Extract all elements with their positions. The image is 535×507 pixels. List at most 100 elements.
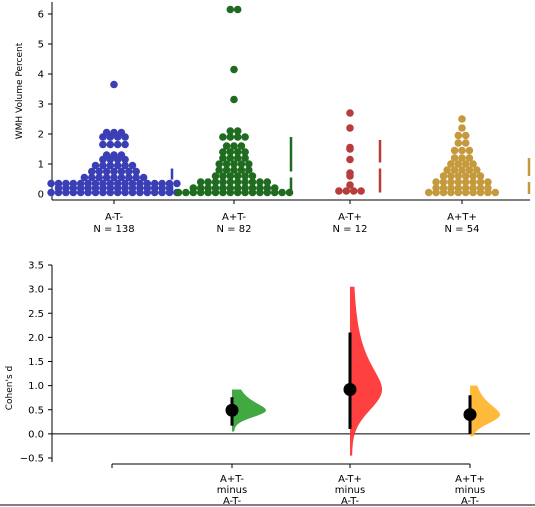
swarm-point xyxy=(346,181,354,189)
swarm-point xyxy=(245,166,253,174)
swarm-point xyxy=(219,184,227,192)
swarm-x-labels: A-T-N = 138 A+T-N = 82 A-T+N = 12 A+T+N = 5… xyxy=(93,200,479,235)
effect-size-y-tick-label: 0.0 xyxy=(28,429,44,440)
swarm-point xyxy=(99,179,107,188)
effect-size-comparison-label: minus xyxy=(455,485,485,496)
swarm-point xyxy=(128,161,137,170)
swarm-point xyxy=(226,178,235,186)
swarm-point xyxy=(88,173,96,182)
swarm-point xyxy=(196,184,205,192)
swarm-point xyxy=(443,166,452,174)
swarm-point xyxy=(132,167,140,176)
swarm-point xyxy=(263,178,272,186)
swarm-point xyxy=(95,167,103,176)
swarm-point xyxy=(230,166,238,174)
swarm-point xyxy=(102,173,111,182)
swarm-point xyxy=(117,173,126,182)
swarm-point xyxy=(461,131,470,140)
swarm-point xyxy=(447,172,455,180)
swarm-point xyxy=(158,179,166,188)
swarm-point xyxy=(439,172,448,180)
swarm-point xyxy=(245,160,253,168)
swarm-point xyxy=(241,133,249,141)
swarm-point xyxy=(458,166,466,174)
swarm-point xyxy=(454,172,463,180)
swarm-point xyxy=(349,187,358,195)
swarm-point xyxy=(76,179,85,188)
swarm-point xyxy=(222,160,231,168)
swarm-point xyxy=(106,161,115,170)
swarm-n-label: N = 54 xyxy=(445,224,480,235)
swarm-point xyxy=(99,140,107,149)
swarm-point xyxy=(233,172,242,180)
swarm-point xyxy=(143,179,152,188)
swarm-point xyxy=(476,178,485,186)
swarm-n-label: N = 82 xyxy=(217,224,252,235)
swarm-point xyxy=(132,173,140,182)
swarm-point xyxy=(342,187,351,195)
swarm-point xyxy=(248,184,257,192)
swarm-point xyxy=(110,80,118,89)
swarm-y-tick-label: 1 xyxy=(38,160,44,171)
swarm-y-tick-label: 3 xyxy=(38,100,44,111)
swarm-point xyxy=(461,160,470,168)
swarm-point xyxy=(215,160,223,168)
swarm-point xyxy=(432,178,440,186)
swarm-point xyxy=(174,188,183,197)
effect-size-comparison-label: minus xyxy=(217,485,247,496)
swarm-point xyxy=(278,188,286,197)
swarm-point xyxy=(450,154,459,162)
swarm-point xyxy=(62,179,70,188)
swarm-point xyxy=(230,160,238,168)
swarm-point xyxy=(233,178,242,186)
swarm-point xyxy=(447,160,455,168)
swarm-point xyxy=(113,179,122,188)
swarm-point xyxy=(454,131,463,140)
effect-size-y-tick-label: −0.5 xyxy=(20,454,44,465)
swarm-y-axis: 0 1 2 3 4 5 6 xyxy=(38,2,530,201)
swarm-y-tick-label: 6 xyxy=(38,10,44,21)
swarm-point xyxy=(439,184,448,192)
swarm-point xyxy=(461,172,470,180)
swarm-point xyxy=(450,166,459,174)
swarm-category-label: A-T- xyxy=(105,212,124,223)
swarm-point xyxy=(219,133,227,141)
swarm-category-label: A+T+ xyxy=(447,212,477,223)
swarm-point xyxy=(270,184,279,192)
effect-size-comparison-label: A-T- xyxy=(461,496,480,507)
swarm-point xyxy=(211,178,220,186)
swarm-point xyxy=(476,184,485,192)
swarm-point xyxy=(237,142,246,150)
swarm-point xyxy=(226,127,235,135)
effect-size-comparison-label: A-T- xyxy=(341,496,360,507)
swarm-point xyxy=(102,151,111,159)
swarm-point xyxy=(125,173,133,182)
swarm-point xyxy=(173,179,181,188)
swarm-point xyxy=(125,167,133,176)
swarm-point xyxy=(211,172,220,180)
swarm-point xyxy=(491,188,500,197)
swarm-point xyxy=(95,173,103,182)
swarm-point xyxy=(117,167,126,176)
swarm-point xyxy=(226,133,235,141)
effect-size-y-tick-label: 1.0 xyxy=(28,381,44,392)
swarm-point xyxy=(233,127,242,135)
swarm-point xyxy=(469,172,477,180)
swarm-point xyxy=(189,184,198,192)
swarm-point xyxy=(196,178,205,186)
swarm-point xyxy=(99,161,107,170)
effect-size-distribution xyxy=(350,286,382,456)
effect-size-y-axis-title: Cohen's d xyxy=(5,366,15,410)
swarm-point xyxy=(454,178,463,186)
effect-size-y-tick-label: 3.5 xyxy=(28,261,44,272)
swarm-point xyxy=(84,179,92,188)
swarm-point xyxy=(454,139,463,147)
effect-size-y-axis: −0.5 0.0 0.5 1.0 1.5 2.0 2.5 3.0 3.5 xyxy=(20,261,530,465)
swarm-point xyxy=(128,179,137,188)
effect-size-marks xyxy=(225,286,500,456)
swarm-point xyxy=(424,188,433,197)
swarm-point xyxy=(165,179,174,188)
